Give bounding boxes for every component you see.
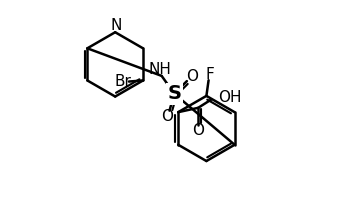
Text: Br: Br	[114, 74, 131, 89]
Text: F: F	[206, 67, 214, 82]
Text: NH: NH	[149, 62, 171, 77]
Text: OH: OH	[218, 90, 242, 105]
Text: S: S	[167, 84, 181, 103]
Text: N: N	[110, 18, 121, 33]
Text: O: O	[161, 109, 173, 124]
Text: O: O	[186, 69, 198, 84]
Text: O: O	[193, 123, 205, 138]
